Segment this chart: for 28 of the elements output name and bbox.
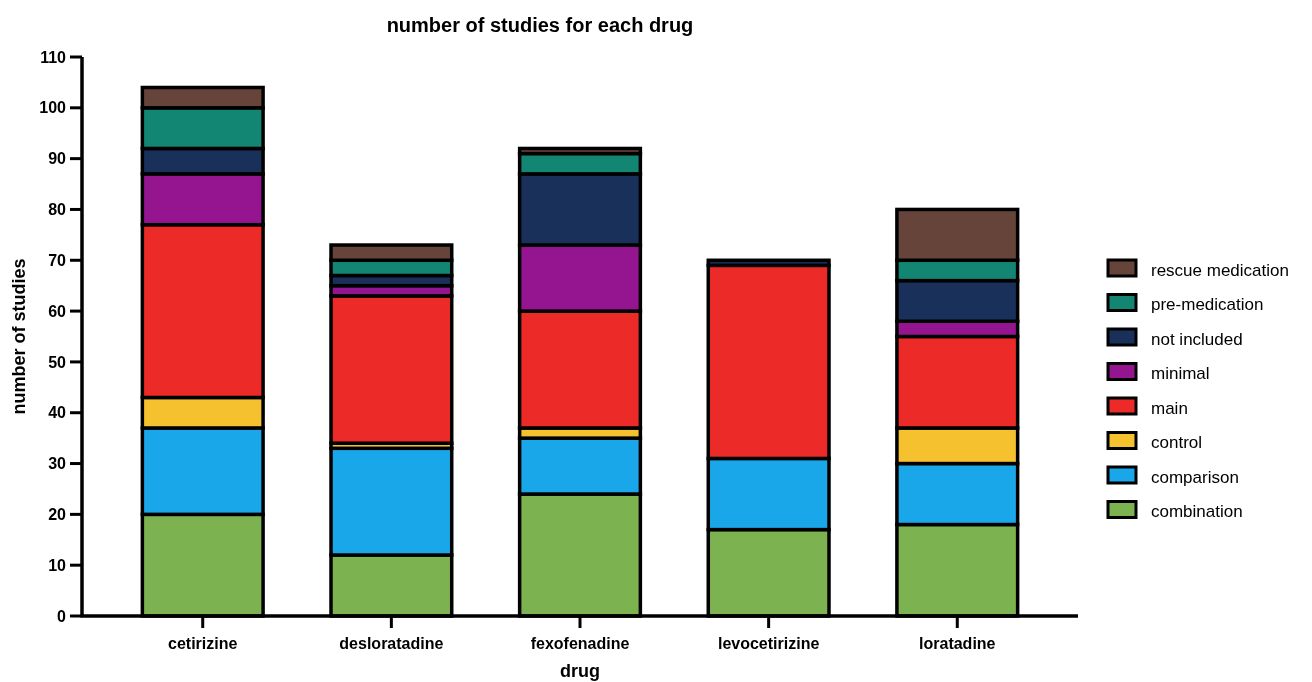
y-tick-label: 50 [48, 353, 67, 371]
x-tick-label: desloratadine [339, 635, 444, 652]
y-tick-label: 20 [48, 505, 67, 523]
y-tick-label: 10 [48, 556, 67, 574]
y-tick-label: 110 [40, 48, 67, 66]
y-axis-title: number of studies [9, 258, 29, 415]
y-tick-label: 90 [48, 150, 67, 168]
y-tick-label: 40 [48, 404, 67, 422]
legend-label: main [1151, 398, 1188, 418]
x-tick-label: cetirizine [168, 635, 238, 652]
y-tick-label: 0 [57, 607, 67, 625]
x-tick-label: levocetirizine [717, 635, 820, 652]
legend-label: control [1151, 433, 1203, 453]
y-tick-label: 30 [48, 455, 67, 473]
y-tick-label: 60 [48, 302, 67, 320]
legend-label: minimal [1151, 364, 1210, 384]
legend-label: not included [1151, 329, 1243, 349]
x-tick-label: fexofenadine [530, 635, 630, 652]
legend-label: comparison [1151, 467, 1239, 487]
legend-label: pre-medication [1151, 295, 1264, 315]
chart-title: number of studies for each drug [386, 14, 694, 36]
y-tick-label: 80 [48, 201, 67, 219]
y-tick-label: 70 [48, 251, 67, 269]
y-tick-label: 100 [39, 99, 67, 117]
legend-label: combination [1151, 502, 1243, 522]
x-axis-title: drug [560, 661, 600, 681]
x-tick-label: loratadine [919, 635, 996, 652]
legend-label: rescue medication [1151, 260, 1289, 280]
